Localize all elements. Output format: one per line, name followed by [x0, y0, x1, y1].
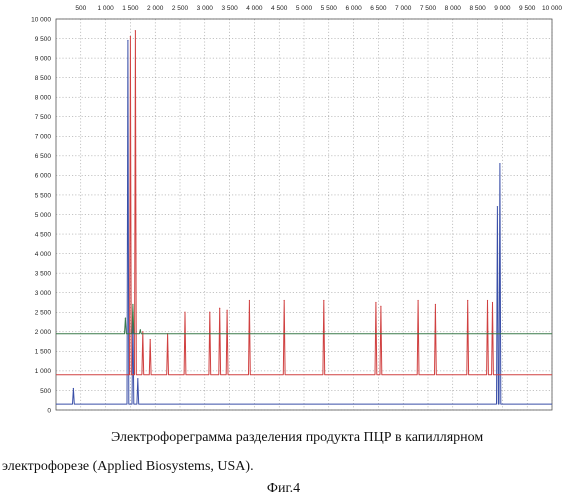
- y-tick-label: 500: [40, 388, 51, 395]
- x-tick-label: 4 000: [246, 5, 263, 12]
- peak-point-1-17: [487, 300, 488, 301]
- y-tick-label: 5 500: [35, 192, 52, 199]
- y-tick-label: 7 500: [35, 114, 52, 121]
- peak-point-1-12: [375, 302, 376, 303]
- y-tick-label: 4 000: [35, 251, 52, 258]
- x-tick-label: 3 500: [221, 5, 238, 12]
- peak-point-0-5: [499, 163, 500, 164]
- y-tick-label: 8 500: [35, 75, 52, 82]
- figure-label: Фиг.4: [0, 481, 567, 497]
- x-tick-label: 1 000: [97, 5, 114, 12]
- y-tick-label: 9 500: [35, 36, 52, 43]
- x-tick-label: 6 000: [345, 5, 362, 12]
- x-tick-label: 6 500: [370, 5, 387, 12]
- peak-point-1-13: [380, 306, 381, 307]
- x-tick-label: 7 000: [395, 5, 412, 12]
- y-tick-label: 7 000: [35, 134, 52, 141]
- caption-line-1: Электрофореграмма разделения продукта ПЦ…: [111, 430, 483, 446]
- y-tick-label: 2 000: [35, 329, 52, 336]
- y-tick-label: 9 000: [35, 55, 52, 62]
- y-tick-label: 3 500: [35, 270, 52, 277]
- peak-point-1-0: [130, 36, 131, 37]
- x-tick-label: 2 000: [147, 5, 164, 12]
- peak-point-1-18: [492, 302, 493, 303]
- y-tick-label: 0: [47, 407, 51, 414]
- peak-point-1-9: [249, 300, 250, 301]
- y-tick-label: 8 000: [35, 95, 52, 102]
- x-tick-label: 5 500: [321, 5, 338, 12]
- y-axis-ticks: 0 500 1 000 1 500 2 000 2 500 3 000 3 500 4 000 4…: [31, 16, 51, 414]
- y-tick-label: 2 500: [35, 310, 52, 317]
- peak-point-1-5: [184, 312, 185, 313]
- electropherogram-chart: 500 1 000 1 500 2 000 2 500 3 000 3 500 4 000 4 …: [0, 0, 567, 430]
- x-tick-label: 5 000: [296, 5, 313, 12]
- x-tick-label: 10 000: [542, 5, 562, 12]
- peak-point-1-10: [284, 300, 285, 301]
- peak-point-1-11: [323, 300, 324, 301]
- peak-point-1-3: [150, 339, 151, 340]
- peak-point-2-1: [132, 304, 133, 305]
- y-tick-label: 6 500: [35, 153, 52, 160]
- peak-point-0-3: [137, 378, 138, 379]
- peak-point-1-8: [227, 310, 228, 311]
- y-tick-label: 4 500: [35, 231, 52, 238]
- y-tick-label: 5 000: [35, 212, 52, 219]
- y-tick-label: 10 000: [31, 16, 51, 23]
- x-tick-label: 1 500: [122, 5, 139, 12]
- peak-point-2-2: [140, 329, 141, 330]
- x-tick-label: 7 500: [420, 5, 437, 12]
- x-tick-label: 9 000: [494, 5, 511, 12]
- x-tick-label: 4 500: [271, 5, 288, 12]
- x-tick-label: 3 000: [197, 5, 214, 12]
- peak-point-0-4: [497, 206, 498, 207]
- peak-point-0-1: [127, 40, 128, 41]
- x-tick-label: 9 500: [519, 5, 536, 12]
- x-tick-label: 500: [75, 5, 86, 12]
- caption-line-2: электрофорезе (Applied Biosystems, USA).: [2, 459, 254, 475]
- peak-point-1-16: [467, 300, 468, 301]
- x-axis-ticks: 500 1 000 1 500 2 000 2 500 3 000 3 500 4 000 4 …: [75, 5, 562, 12]
- y-tick-label: 1 000: [35, 368, 52, 375]
- peak-point-1-2: [142, 331, 143, 332]
- y-tick-label: 3 000: [35, 290, 52, 297]
- peak-point-1-6: [209, 312, 210, 313]
- series-line-2: [56, 304, 552, 333]
- y-tick-label: 6 000: [35, 173, 52, 180]
- peak-point-0-0: [73, 388, 74, 389]
- y-tick-label: 1 500: [35, 349, 52, 356]
- x-tick-label: 2 500: [172, 5, 189, 12]
- x-tick-label: 8 500: [469, 5, 486, 12]
- peak-point-1-1: [135, 30, 136, 31]
- peak-point-1-7: [219, 308, 220, 309]
- x-tick-label: 8 000: [445, 5, 462, 12]
- peak-point-2-0: [125, 318, 126, 319]
- peak-point-1-15: [435, 304, 436, 305]
- peak-point-1-14: [417, 300, 418, 301]
